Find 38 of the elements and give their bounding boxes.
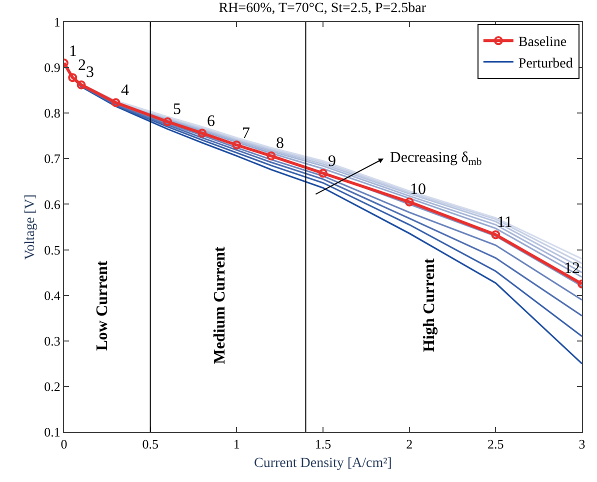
annotation: Medium Current — [211, 246, 228, 364]
y-tick-label: 0.3 — [44, 333, 60, 348]
annotation: 2 — [78, 57, 86, 74]
y-tick-label: 0.2 — [44, 378, 60, 394]
annotation: 5 — [173, 101, 181, 118]
annotation: 9 — [328, 153, 336, 170]
annotation: 12 — [564, 260, 580, 277]
y-tick-label: 0.6 — [44, 196, 61, 212]
annotation: 11 — [497, 214, 512, 231]
annotation: High Current — [421, 258, 438, 352]
y-tick-label: 0.7 — [44, 151, 61, 166]
y-tick-label: 0.5 — [44, 242, 60, 258]
annotation: 10 — [410, 181, 426, 198]
y-tick-label: 0.9 — [44, 60, 60, 76]
annotation: 3 — [86, 64, 94, 81]
y-tick-label: 0.8 — [44, 106, 60, 121]
x-tick-label: 0 — [60, 436, 68, 452]
y-tick-label: 0.4 — [44, 288, 61, 303]
legend-label: Baseline — [518, 35, 567, 50]
y-axis-title: Voltage [V] — [22, 194, 38, 260]
legend-label: Perturbed — [518, 56, 573, 72]
x-tick-label: 2 — [406, 436, 413, 452]
annotation: Low Current — [94, 260, 111, 351]
chart-title: RH=60%, T=70°C, St=2.5, P=2.5bar — [218, 1, 426, 16]
annotation: 4 — [121, 82, 129, 99]
x-tick-label: 1.5 — [314, 436, 332, 452]
x-tick-label: 3 — [578, 436, 586, 452]
x-tick-label: 2.5 — [488, 436, 504, 452]
annotation: 7 — [242, 125, 250, 142]
y-tick-label: 1 — [54, 14, 60, 30]
annotation: 6 — [207, 113, 215, 130]
y-tick-label: 0.1 — [44, 424, 60, 440]
annotation: Decreasing δ$_{mb}$ — [390, 150, 482, 168]
x-tick-label: 0.5 — [142, 436, 158, 452]
annotation: 1 — [69, 43, 77, 60]
x-tick-label: 1 — [233, 436, 240, 452]
annotation: 8 — [276, 135, 284, 152]
x-axis-title: Current Density [A/cm²] — [254, 456, 392, 471]
